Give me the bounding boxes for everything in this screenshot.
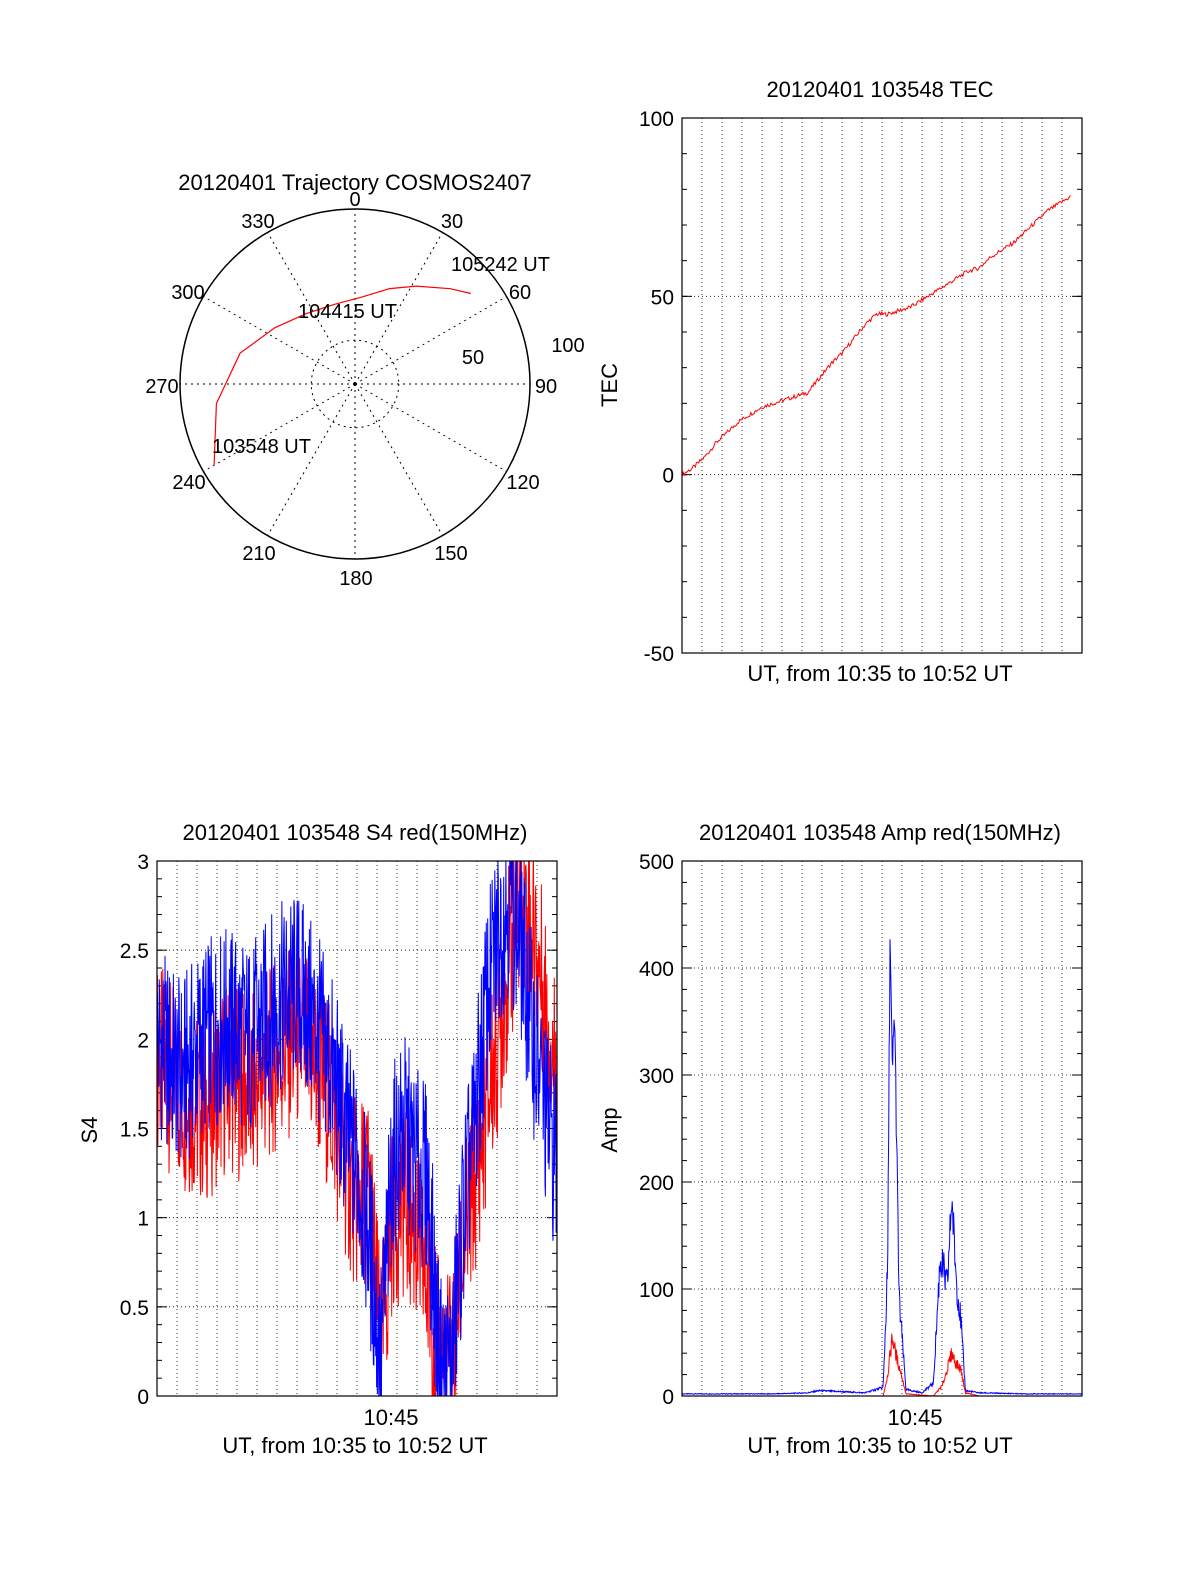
- plot-frame: [681, 117, 1083, 654]
- y-tick-label: 2.5: [120, 940, 149, 963]
- polar-az-label-210: 210: [242, 543, 275, 565]
- polar-az-label-60: 60: [509, 282, 531, 304]
- series-line-1: [157, 861, 557, 1396]
- y-tick-label: 1: [137, 1208, 149, 1231]
- y-tick-label: -50: [644, 643, 674, 666]
- s4-plot: 0 0.5 1 1.5 2 2.5 3: [120, 851, 558, 1409]
- polar-az-label-90: 90: [535, 376, 557, 398]
- y-tick-label: 300: [639, 1065, 674, 1088]
- polar-azimuth-labels: 0 30 60 90 120 150 180 210 240 270 300 3…: [145, 189, 557, 590]
- polar-az-label-180: 180: [339, 568, 372, 590]
- plot-frame: [681, 860, 1083, 1397]
- polar-spoke-300: [203, 296, 356, 385]
- s4-panel: 20120401 103548 S4 red(150MHz) 0 0.5 1 1.5 2…: [77, 820, 558, 1458]
- y-tick-label: 100: [639, 1279, 674, 1302]
- y-tick-label: 0: [662, 465, 674, 488]
- series-line-0: [682, 195, 1071, 477]
- tec-panel: 20120401 103548 TEC -50 0 50 100 TEC UT, fr…: [597, 77, 1083, 686]
- polar-spoke-120: [354, 383, 507, 472]
- y-tick-label: 0: [137, 1386, 149, 1409]
- polar-az-label-150: 150: [434, 543, 467, 565]
- y-tick-label: 3: [137, 851, 149, 874]
- polar-panel: 20120401 Trajectory COSMOS2407 0 30 60 9…: [145, 170, 584, 590]
- polar-spoke-240: [203, 383, 356, 472]
- amp-xlabel: UT, from 10:35 to 10:52 UT: [747, 1433, 1012, 1458]
- y-tick-label: 0.5: [120, 1297, 149, 1320]
- y-tick-label: 1.5: [120, 1119, 149, 1142]
- amp-xtick-label: 10:45: [887, 1405, 942, 1430]
- polar-spoke-30: [354, 232, 443, 385]
- s4-xtick-label: 10:45: [363, 1405, 418, 1430]
- polar-radial-label-100: 100: [551, 335, 584, 357]
- polar-spoke-60: [354, 296, 507, 385]
- polar-az-label-270: 270: [145, 376, 178, 398]
- polar-spoke-150: [354, 383, 443, 536]
- tec-ylabel: TEC: [597, 363, 622, 407]
- tec-plot: -50 0 50 100: [639, 108, 1083, 666]
- polar-spoke-210: [267, 383, 356, 536]
- tec-title: 20120401 103548 TEC: [766, 77, 993, 102]
- series-line-0: [682, 939, 1082, 1396]
- tec-xlabel: UT, from 10:35 to 10:52 UT: [747, 661, 1012, 686]
- y-tick-label: 500: [639, 851, 674, 874]
- s4-xlabel: UT, from 10:35 to 10:52 UT: [222, 1433, 487, 1458]
- y-tick-label: 50: [651, 286, 674, 309]
- amp-title: 20120401 103548 Amp red(150MHz): [699, 820, 1061, 845]
- polar-trajectory-line: [213, 285, 471, 466]
- polar-annotation-mid: 104415 UT: [298, 301, 397, 323]
- polar-annotation-end: 105242 UT: [451, 254, 550, 276]
- polar-az-label-240: 240: [172, 472, 205, 494]
- polar-az-label-0: 0: [349, 189, 360, 211]
- y-tick-label: 2: [137, 1029, 149, 1052]
- polar-series: [213, 285, 471, 466]
- y-tick-label: 200: [639, 1172, 674, 1195]
- s4-ylabel: S4: [77, 1117, 102, 1144]
- polar-title: 20120401 Trajectory COSMOS2407: [178, 170, 531, 195]
- plot-frame: [156, 860, 558, 1397]
- polar-az-label-330: 330: [241, 211, 274, 233]
- polar-az-label-300: 300: [171, 282, 204, 304]
- y-tick-label: 100: [639, 108, 674, 131]
- polar-grid: [179, 208, 531, 560]
- y-tick-label: 400: [639, 958, 674, 981]
- amp-plot: 0 100 200 300 400 500: [639, 851, 1083, 1409]
- polar-radial-label-50: 50: [462, 347, 484, 369]
- y-tick-label: 0: [662, 1386, 674, 1409]
- polar-annotation-start: 103548 UT: [212, 436, 311, 458]
- s4-title: 20120401 103548 S4 red(150MHz): [183, 820, 528, 845]
- amp-panel: 20120401 103548 Amp red(150MHz) 0 100 200 3…: [597, 820, 1083, 1458]
- polar-az-label-30: 30: [441, 211, 463, 233]
- polar-spoke-330: [267, 232, 356, 385]
- amp-ylabel: Amp: [597, 1107, 622, 1152]
- polar-az-label-120: 120: [506, 472, 539, 494]
